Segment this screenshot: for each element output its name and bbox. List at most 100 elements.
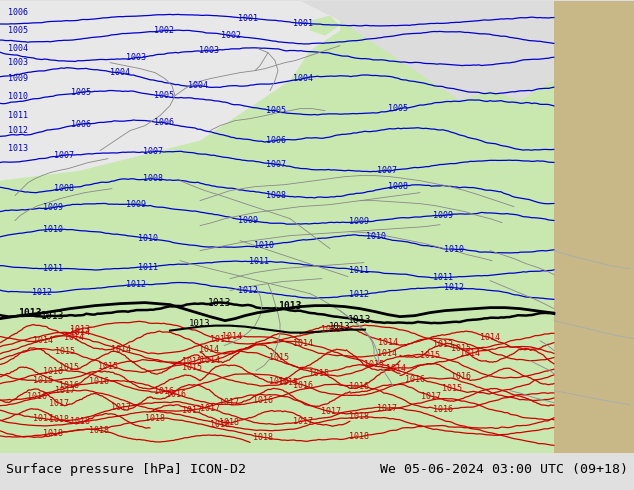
Text: 1006: 1006 bbox=[154, 118, 174, 127]
Text: 1012: 1012 bbox=[126, 280, 146, 289]
Text: 1007: 1007 bbox=[266, 160, 285, 169]
Text: 1015: 1015 bbox=[451, 344, 471, 353]
Text: 1017: 1017 bbox=[377, 404, 397, 413]
Text: 1016: 1016 bbox=[59, 381, 79, 390]
Text: 1014: 1014 bbox=[378, 338, 398, 347]
Text: 1015: 1015 bbox=[309, 369, 329, 378]
Text: 1014: 1014 bbox=[111, 345, 131, 354]
Text: 1013: 1013 bbox=[210, 335, 230, 343]
Text: 1015: 1015 bbox=[182, 363, 202, 372]
Text: 1014: 1014 bbox=[34, 336, 53, 344]
Text: 1014: 1014 bbox=[222, 332, 242, 342]
Text: 1014: 1014 bbox=[377, 348, 397, 358]
Text: 1013: 1013 bbox=[432, 340, 453, 348]
Text: 1005: 1005 bbox=[388, 104, 408, 114]
Text: 1018: 1018 bbox=[70, 417, 91, 426]
Text: 1016: 1016 bbox=[42, 367, 63, 376]
Text: 1015: 1015 bbox=[442, 384, 462, 392]
Text: 1010: 1010 bbox=[43, 225, 63, 234]
Text: 1016: 1016 bbox=[27, 392, 47, 401]
Text: 1017: 1017 bbox=[34, 414, 53, 423]
Text: 1013: 1013 bbox=[70, 324, 91, 334]
Text: 1013: 1013 bbox=[208, 297, 231, 308]
Text: 1017: 1017 bbox=[219, 398, 239, 407]
Text: 1009: 1009 bbox=[126, 200, 146, 209]
Text: 1013: 1013 bbox=[329, 322, 351, 331]
Text: 1008: 1008 bbox=[266, 191, 285, 200]
Text: 1009: 1009 bbox=[43, 203, 63, 212]
Text: 1013: 1013 bbox=[278, 301, 302, 311]
Text: 1016: 1016 bbox=[349, 382, 369, 391]
Text: 1009: 1009 bbox=[432, 211, 453, 220]
Text: 1006: 1006 bbox=[8, 8, 28, 17]
Text: 1004: 1004 bbox=[110, 69, 130, 77]
Text: 1013: 1013 bbox=[321, 325, 341, 334]
Text: 1008: 1008 bbox=[143, 174, 163, 183]
Text: 1012: 1012 bbox=[238, 286, 258, 295]
Text: 1016: 1016 bbox=[404, 375, 425, 384]
Text: 1017: 1017 bbox=[182, 406, 202, 415]
Text: 1005: 1005 bbox=[266, 106, 285, 115]
Bar bbox=[0, 0, 554, 453]
Text: 1007: 1007 bbox=[54, 151, 74, 160]
Text: 1006: 1006 bbox=[266, 136, 285, 146]
Text: 1007: 1007 bbox=[377, 166, 397, 175]
Text: 1016: 1016 bbox=[166, 390, 186, 399]
Text: 1018: 1018 bbox=[89, 426, 109, 435]
Text: 1011: 1011 bbox=[43, 264, 63, 273]
Text: 1004: 1004 bbox=[8, 44, 28, 53]
Text: 1015: 1015 bbox=[59, 363, 79, 372]
Text: 1016: 1016 bbox=[269, 377, 289, 386]
Polygon shape bbox=[0, 0, 340, 181]
Text: 1017: 1017 bbox=[55, 387, 75, 395]
Text: 1015: 1015 bbox=[34, 376, 53, 385]
Text: 1016: 1016 bbox=[89, 377, 109, 386]
Text: 1010: 1010 bbox=[366, 232, 386, 241]
Text: 1009: 1009 bbox=[238, 216, 258, 225]
Text: 1017: 1017 bbox=[294, 416, 313, 426]
Text: 1004: 1004 bbox=[294, 74, 313, 83]
Text: 1013: 1013 bbox=[18, 308, 42, 318]
Text: 1001: 1001 bbox=[294, 19, 313, 28]
Text: 1008: 1008 bbox=[388, 182, 408, 191]
Text: 1010: 1010 bbox=[138, 234, 157, 243]
Text: 1011: 1011 bbox=[8, 111, 28, 120]
Polygon shape bbox=[300, 0, 554, 100]
Text: 1003: 1003 bbox=[8, 58, 28, 67]
Text: 1014: 1014 bbox=[200, 345, 219, 354]
Text: 1014: 1014 bbox=[64, 333, 84, 342]
Text: 1014: 1014 bbox=[480, 333, 500, 342]
Text: 1014: 1014 bbox=[386, 364, 406, 372]
Text: 1017: 1017 bbox=[111, 403, 131, 412]
Text: 1014: 1014 bbox=[294, 339, 313, 347]
Text: 1018: 1018 bbox=[253, 433, 273, 442]
Text: 1018: 1018 bbox=[145, 415, 165, 423]
Text: 1016: 1016 bbox=[294, 381, 313, 390]
Text: 1010: 1010 bbox=[8, 92, 28, 101]
Text: 1018: 1018 bbox=[210, 419, 230, 429]
Text: 1013: 1013 bbox=[8, 144, 28, 153]
Text: 1013: 1013 bbox=[190, 319, 210, 328]
Text: 1006: 1006 bbox=[71, 120, 91, 129]
Text: 1005: 1005 bbox=[8, 26, 28, 35]
Text: 1012: 1012 bbox=[444, 283, 464, 293]
Text: 1012: 1012 bbox=[349, 290, 369, 299]
Text: 1013: 1013 bbox=[41, 311, 65, 321]
Text: 1012: 1012 bbox=[32, 288, 52, 297]
Text: 1005: 1005 bbox=[154, 92, 174, 100]
Text: 1010: 1010 bbox=[254, 241, 275, 250]
Text: 1015: 1015 bbox=[55, 347, 75, 356]
Text: 1016: 1016 bbox=[432, 405, 453, 414]
Text: 1003: 1003 bbox=[199, 47, 219, 55]
Text: 1014: 1014 bbox=[200, 356, 221, 366]
Polygon shape bbox=[310, 16, 340, 36]
Text: 1014: 1014 bbox=[70, 328, 91, 337]
Text: 1001: 1001 bbox=[238, 14, 258, 23]
Text: 1011: 1011 bbox=[432, 273, 453, 282]
Text: 1009: 1009 bbox=[349, 218, 369, 226]
Text: 1015: 1015 bbox=[278, 378, 298, 387]
Text: 1015: 1015 bbox=[269, 352, 289, 362]
Text: We 05-06-2024 03:00 UTC (09+18): We 05-06-2024 03:00 UTC (09+18) bbox=[380, 463, 628, 476]
Text: 1018: 1018 bbox=[219, 418, 239, 427]
Text: 1016: 1016 bbox=[154, 387, 174, 396]
